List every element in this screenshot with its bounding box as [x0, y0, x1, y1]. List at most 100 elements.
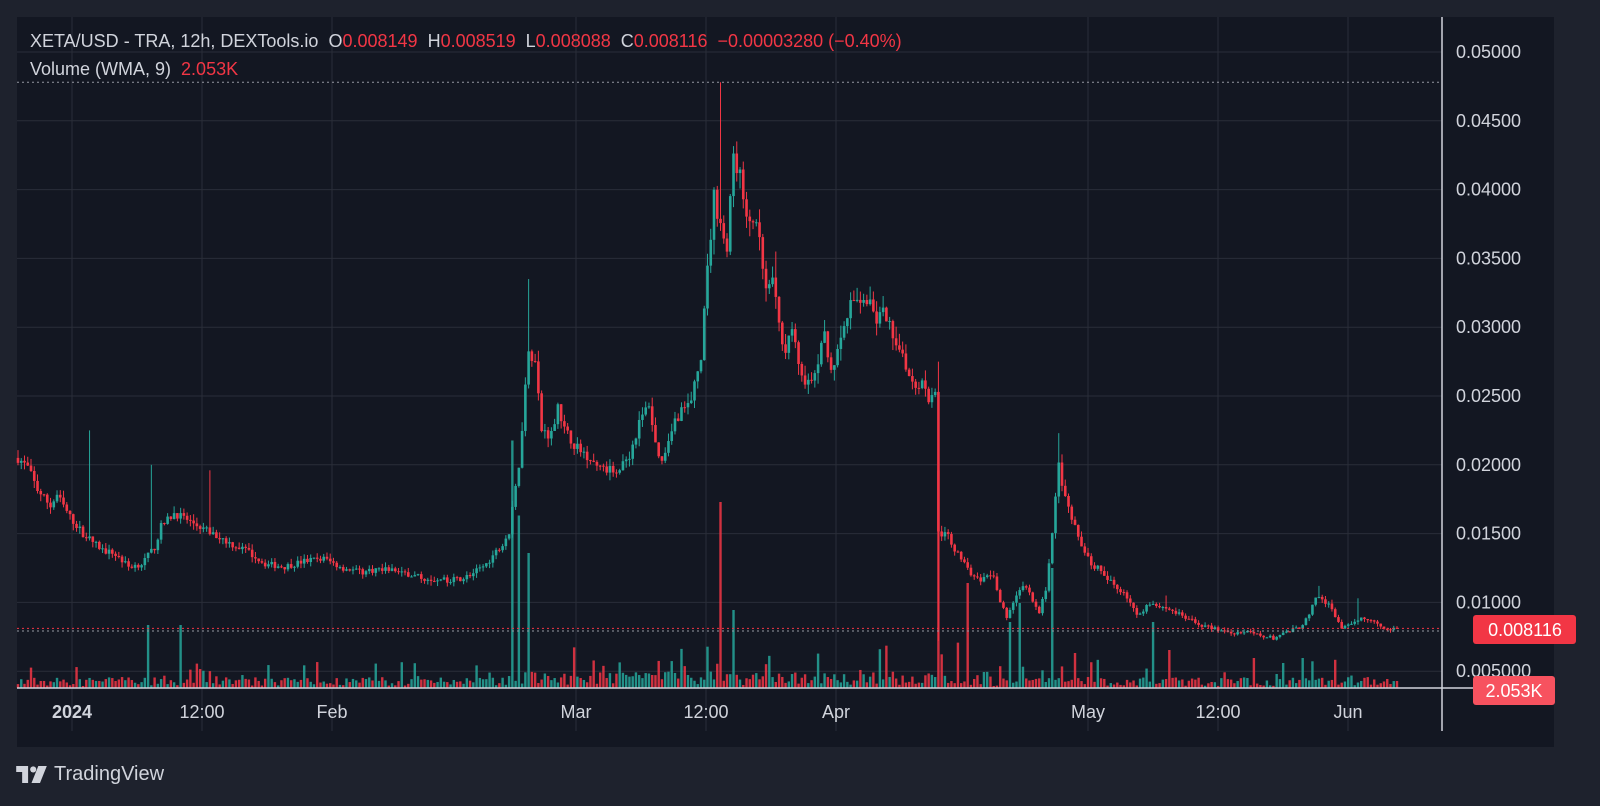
candle-body: [543, 430, 547, 432]
volume-bar: [338, 684, 342, 688]
candle-body: [680, 407, 683, 421]
volume-bar: [1145, 668, 1148, 688]
candle-body: [55, 494, 59, 502]
candle-body: [328, 558, 332, 562]
candle-body: [1054, 496, 1057, 534]
volume-indicator-value: 2.053K: [181, 59, 239, 79]
candle-body: [1242, 632, 1246, 634]
candle-body: [1223, 630, 1226, 632]
tradingview-logo[interactable]: TradingView: [16, 763, 164, 786]
candle-body: [335, 562, 339, 568]
volume-bar: [120, 677, 124, 688]
candle-body: [1213, 627, 1217, 630]
candle-body: [416, 574, 420, 576]
candle-body: [660, 456, 664, 461]
candle-body: [84, 537, 88, 539]
volume-bar: [1373, 679, 1376, 688]
volume-bar: [293, 679, 296, 688]
volume-bar: [286, 677, 290, 688]
volume-bar: [982, 672, 986, 688]
candle-body: [1125, 592, 1129, 599]
volume-bar: [1304, 678, 1308, 688]
candle-body: [501, 546, 504, 551]
volume-bar: [1366, 677, 1369, 688]
candle-body: [377, 568, 381, 570]
volume-bar: [781, 676, 784, 688]
candle-body: [595, 461, 599, 466]
volume-bar: [579, 678, 582, 688]
volume-bar: [65, 682, 68, 688]
x-tick-label: Apr: [822, 702, 850, 722]
volume-bar: [455, 681, 459, 688]
volume-bar: [36, 684, 39, 688]
candle-body: [894, 338, 898, 346]
candle-body: [898, 345, 901, 350]
candle-body: [667, 441, 670, 453]
volume-bar: [1080, 681, 1083, 688]
volume-bar: [1106, 685, 1109, 688]
candle-body: [1281, 632, 1285, 635]
candle-body: [1129, 598, 1132, 603]
candle-body: [1031, 592, 1035, 602]
volume-bar: [1018, 603, 1021, 688]
candle-body: [1197, 622, 1200, 625]
candle-body: [1148, 604, 1152, 606]
candle-body: [663, 452, 667, 461]
candle-body: [195, 523, 199, 527]
candle-body: [465, 575, 469, 580]
volume-bar: [1220, 678, 1223, 688]
candle-body: [846, 318, 849, 327]
volume-bar: [423, 679, 426, 688]
candle-body: [351, 569, 355, 571]
volume-bar: [1164, 679, 1168, 688]
volume-bar: [296, 681, 299, 688]
candle-body: [176, 513, 179, 519]
candle-body: [338, 567, 342, 569]
candle-body: [439, 579, 443, 581]
volume-bar: [1132, 680, 1135, 688]
candle-body: [221, 538, 225, 540]
y-tick-label: 0.01000: [1456, 592, 1521, 612]
volume-bar: [768, 655, 771, 688]
candle-body: [436, 580, 439, 582]
candle-body: [520, 430, 524, 468]
candle-body: [289, 564, 293, 568]
volume-bar: [660, 679, 664, 688]
candle-body: [777, 296, 781, 323]
volume-bar: [85, 679, 88, 688]
volume-bar: [244, 678, 247, 688]
candle-body: [764, 268, 768, 289]
candle-body: [68, 510, 72, 515]
volume-bar: [459, 681, 462, 688]
volume-bar: [800, 677, 804, 688]
volume-bar: [1116, 682, 1119, 688]
candle-body: [1200, 624, 1204, 627]
volume-bar: [664, 672, 667, 688]
candle-body: [1268, 635, 1272, 638]
candle-body: [1102, 571, 1106, 576]
candle-body: [829, 357, 833, 370]
volume-bar: [719, 502, 722, 688]
volume-bar: [1070, 679, 1073, 688]
candle-body: [1044, 590, 1048, 600]
volume-badge-bg: [1473, 676, 1555, 705]
volume-bar: [218, 684, 221, 688]
volume-bar: [1392, 681, 1395, 688]
candle-body: [1337, 617, 1340, 622]
volume-bar: [706, 646, 709, 688]
volume-bar: [420, 679, 423, 688]
volume-bar: [862, 674, 865, 688]
volume-bar: [1125, 679, 1129, 688]
candle-body: [820, 342, 823, 365]
symbol-name[interactable]: XETA/USD: [30, 31, 119, 51]
volume-bar: [598, 672, 602, 688]
candle-body: [533, 361, 537, 363]
volume-bar: [1155, 683, 1158, 688]
volume-indicator-label[interactable]: Volume (WMA, 9): [30, 59, 172, 79]
volume-bar: [1311, 661, 1314, 688]
candle-body: [192, 520, 195, 524]
volume-bar: [1301, 658, 1304, 688]
volume-bar: [585, 682, 589, 688]
candle-body: [1272, 635, 1275, 640]
